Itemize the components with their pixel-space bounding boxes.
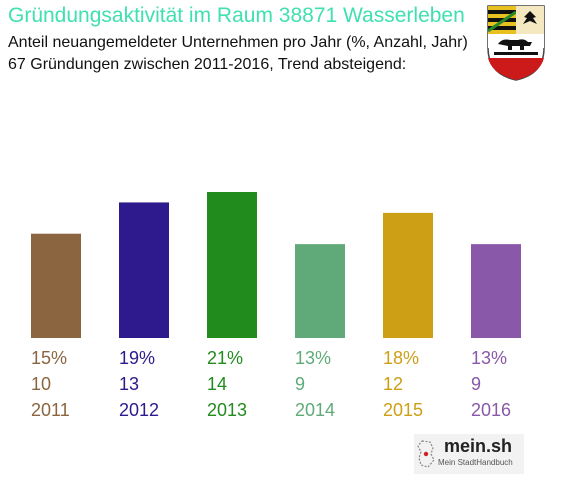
chart-subtitle-2: 67 Gründungen zwischen 2011-2016, Trend … (8, 56, 407, 73)
year-label-2013: 2013 (207, 400, 247, 420)
percent-label-2014: 13% (295, 348, 331, 368)
bar-2012 (119, 202, 169, 338)
saxony-anhalt-coat-of-arms-icon (487, 5, 545, 81)
year-label-2011: 2011 (31, 400, 70, 420)
bar-2011 (31, 233, 81, 338)
count-label-2013: 14 (207, 374, 227, 394)
logo-wordmark: mein.sh (444, 436, 513, 456)
count-label-2016: 9 (471, 374, 481, 394)
percent-label-2016: 13% (471, 348, 507, 368)
year-label-2012: 2012 (119, 400, 159, 420)
mein-sh-logo: mein.sh Mein StadtHandbuch (414, 434, 524, 474)
germany-map-icon (417, 440, 435, 468)
logo-tagline: Mein StadtHandbuch (438, 458, 513, 467)
percent-label-2013: 21% (207, 348, 243, 368)
bar-2014 (295, 244, 345, 338)
count-label-2012: 13 (119, 374, 139, 394)
year-label-2016: 2016 (471, 400, 511, 420)
year-label-2015: 2015 (383, 400, 423, 420)
percent-label-2015: 18% (383, 348, 419, 368)
percent-label-2011: 15% (31, 348, 67, 368)
chart-subtitle-1: Anteil neuangemeldeter Unternehmen pro J… (8, 34, 468, 51)
count-label-2011: 10 (31, 374, 51, 394)
bar-2013 (207, 192, 257, 338)
percent-label-2012: 19% (119, 348, 155, 368)
year-label-2014: 2014 (295, 400, 335, 420)
bar-2015 (383, 212, 433, 338)
chart-title: Gründungsaktivität im Raum 38871 Wasserl… (8, 4, 465, 27)
count-label-2015: 12 (383, 374, 403, 394)
bar-2016 (471, 244, 521, 338)
count-label-2014: 9 (295, 374, 305, 394)
